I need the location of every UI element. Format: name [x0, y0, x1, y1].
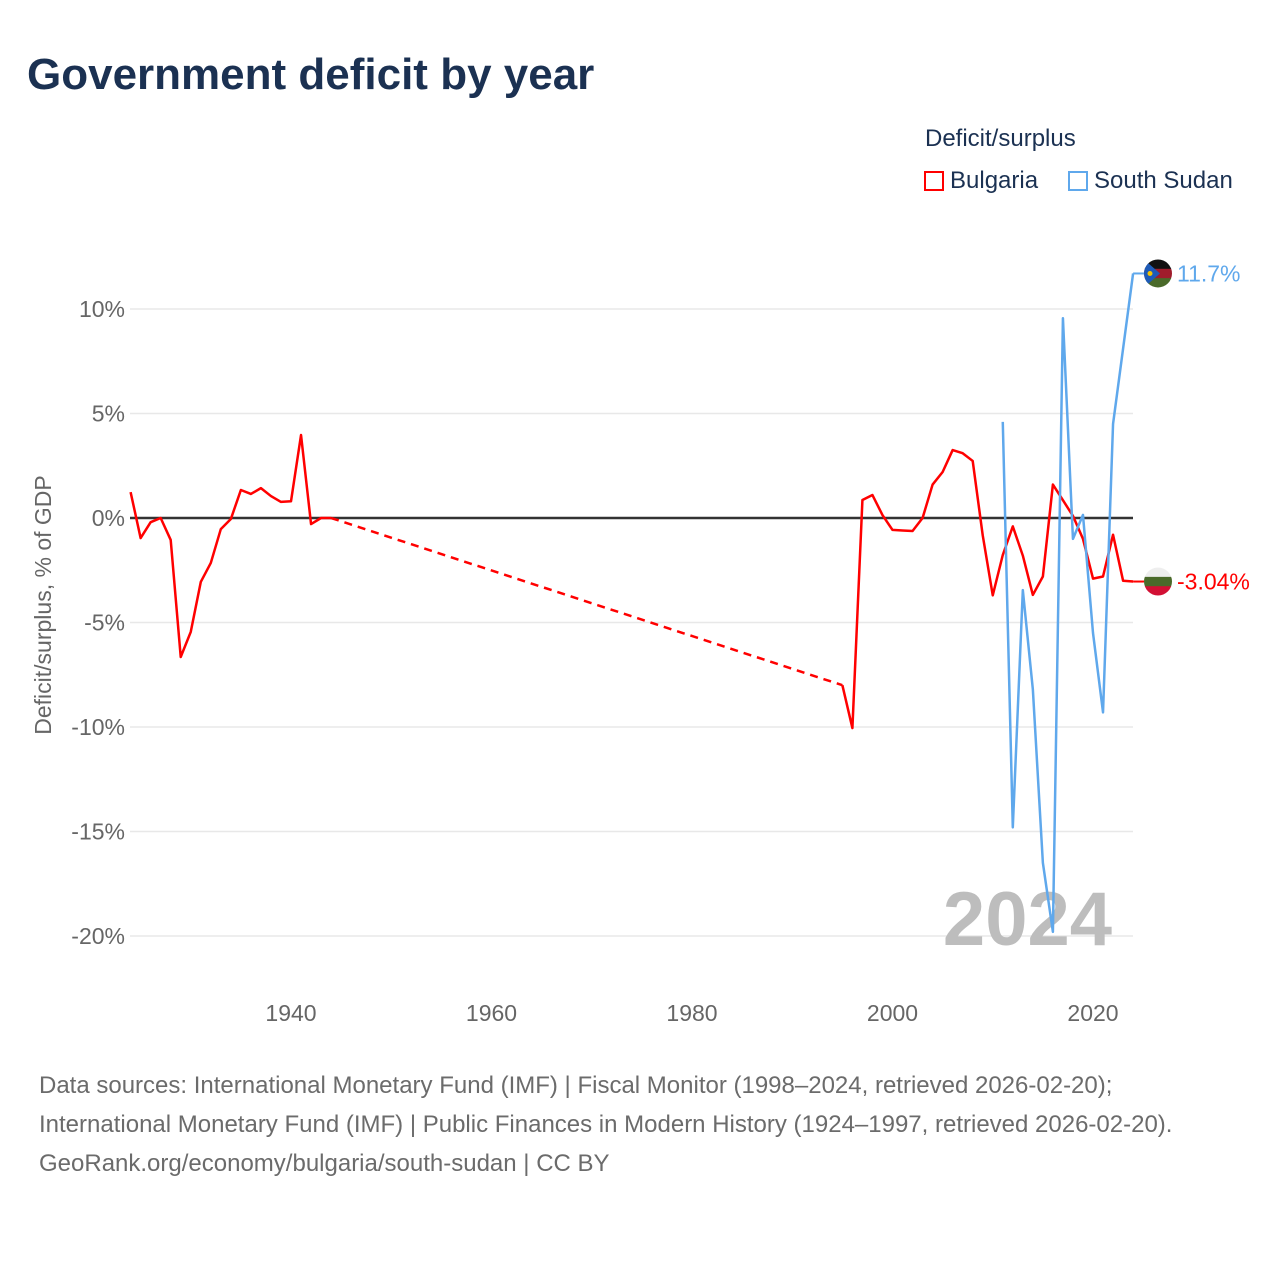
x-tick-label: 2000	[867, 1000, 918, 1026]
series-line-bulgaria	[129, 433, 332, 659]
end-value-label: 11.7%	[1177, 260, 1241, 286]
legend-title: Deficit/surplus	[925, 125, 1076, 152]
y-axis-label: Deficit/surplus, % of GDP	[30, 475, 56, 734]
chart-title: Government deficit by year	[27, 50, 595, 99]
legend-item-bulgaria[interactable]: Bulgaria	[924, 167, 1038, 195]
bulgaria-flag-icon	[1144, 567, 1172, 596]
source-link[interactable]: GeoRank.org/economy/bulgaria/south-sudan…	[39, 1150, 610, 1177]
end-value-label: -3.04%	[1177, 569, 1250, 595]
legend-label: Bulgaria	[950, 167, 1039, 194]
footer: Data sources: International Monetary Fun…	[39, 1066, 1239, 1183]
series-line-south-sudan	[1001, 273, 1135, 934]
y-tick-label: 10%	[79, 296, 125, 322]
x-tick-label: 1940	[265, 1000, 316, 1026]
y-tick-label: -15%	[71, 819, 125, 845]
series-line-dashed-bulgaria	[330, 516, 843, 687]
y-tick-label: -20%	[71, 923, 125, 949]
chart-plot: 10% 5% 0% -5% -10% -15% -20% 1940 1960 1980 2000 20…	[30, 259, 1250, 1026]
y-tick-label: 5%	[92, 401, 125, 427]
y-tick-label: -10%	[71, 714, 125, 740]
x-tick-label: 2020	[1067, 1000, 1118, 1026]
y-tick-label: -5%	[84, 610, 125, 636]
x-tick-label: 1960	[466, 1000, 517, 1026]
legend-swatch-bulgaria	[924, 171, 944, 191]
legend-swatch-south-sudan	[1068, 171, 1088, 191]
legend-item-south-sudan[interactable]: South Sudan	[1068, 167, 1233, 195]
legend-label: South Sudan	[1094, 167, 1233, 194]
x-tick-label: 1980	[666, 1000, 717, 1026]
year-watermark: 2024	[943, 877, 1112, 962]
south-sudan-flag-icon	[1144, 259, 1172, 288]
data-sources: Data sources: International Monetary Fun…	[39, 1072, 1173, 1138]
y-tick-label: 0%	[92, 505, 125, 531]
